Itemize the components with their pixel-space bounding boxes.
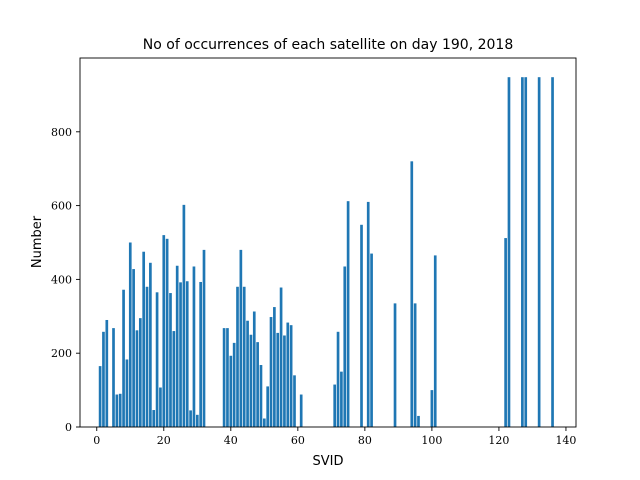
bar-svid-52 (269, 317, 273, 427)
bar-svid-53 (273, 307, 276, 427)
bar-svid-26 (182, 204, 186, 427)
bar-svid-16 (149, 262, 152, 427)
bar-svid-17 (152, 410, 156, 427)
bar-svid-81 (366, 201, 370, 427)
bar-svid-1 (98, 366, 102, 427)
bar-svid-42 (236, 286, 239, 427)
bar-svid-15 (145, 286, 149, 427)
bar-svid-89 (393, 303, 397, 427)
bar-svid-45 (246, 320, 249, 427)
bar-svid-136 (551, 77, 554, 427)
x-tick-label: 40 (224, 434, 238, 447)
bar-svid-50 (262, 418, 266, 427)
y-tick-label: 0 (65, 421, 72, 434)
bars-group (98, 77, 554, 427)
bar-svid-123 (507, 77, 511, 427)
bar-svid-82 (370, 253, 373, 427)
bar-svid-55 (279, 287, 283, 427)
bar-svid-74 (343, 266, 347, 427)
bar-svid-132 (537, 77, 541, 427)
bar-svid-128 (524, 77, 528, 427)
bar-svid-20 (162, 235, 166, 427)
bar-svid-23 (172, 331, 176, 427)
y-tick-label: 800 (51, 126, 72, 139)
bar-svid-2 (102, 331, 105, 427)
bar-svid-58 (289, 325, 293, 427)
bar-svid-122 (504, 238, 507, 427)
bar-svid-96 (417, 415, 420, 427)
bar-svid-5 (112, 328, 115, 427)
bar-svid-95 (413, 303, 417, 427)
y-tick-label: 600 (51, 200, 72, 213)
chart-title: No of occurrences of each satellite on d… (143, 37, 513, 53)
bar-svid-25 (179, 282, 182, 427)
bar-svid-59 (293, 375, 296, 427)
bar-svid-101 (433, 255, 437, 427)
bar-svid-75 (346, 201, 350, 427)
bar-svid-39 (226, 328, 229, 427)
bar-svid-79 (360, 224, 363, 427)
bar-svid-127 (521, 77, 524, 427)
bar-svid-21 (165, 238, 169, 427)
bar-svid-13 (138, 318, 142, 427)
bar-svid-43 (239, 249, 243, 427)
bar-svid-30 (195, 414, 199, 427)
x-tick-label: 20 (157, 434, 171, 447)
plot-frame (79, 57, 577, 428)
x-tick-label: 100 (421, 434, 442, 447)
x-axis: 0 20 40 60 80 100 120 140 (93, 427, 576, 447)
bar-svid-3 (105, 319, 109, 427)
bar-svid-18 (155, 292, 159, 427)
bar-svid-38 (222, 328, 226, 427)
bar-svid-24 (175, 265, 179, 427)
x-tick-label: 140 (555, 434, 576, 447)
bar-svid-71 (333, 384, 337, 427)
bar-svid-47 (252, 311, 256, 427)
bar-svid-32 (202, 249, 206, 427)
bar-svid-12 (135, 330, 139, 427)
bar-svid-61 (299, 394, 303, 427)
x-tick-label: 0 (93, 434, 100, 447)
bar-svid-94 (410, 161, 414, 427)
bar-svid-8 (122, 289, 125, 427)
bar-svid-57 (286, 322, 290, 427)
bar-svid-29 (192, 266, 196, 427)
bar-svid-56 (283, 335, 286, 427)
bar-svid-72 (336, 331, 340, 427)
x-tick-label: 120 (488, 434, 509, 447)
bar-svid-27 (185, 281, 189, 427)
bar-svid-14 (142, 251, 146, 427)
bar-svid-44 (242, 286, 246, 427)
x-tick-label: 60 (291, 434, 305, 447)
y-tick-label: 400 (51, 273, 72, 286)
bar-svid-22 (169, 293, 172, 427)
bar-svid-40 (229, 355, 233, 427)
bar-svid-31 (199, 281, 202, 427)
bar-svid-6 (115, 394, 119, 427)
bar-svid-54 (276, 332, 280, 427)
y-tick-label: 200 (51, 347, 72, 360)
bar-svid-7 (118, 393, 122, 427)
y-axis-label: Number (30, 215, 45, 268)
x-axis-label: SVID (313, 454, 344, 469)
x-tick-label: 80 (358, 434, 372, 447)
bar-svid-11 (132, 269, 135, 427)
bar-svid-46 (249, 334, 253, 427)
bar-svid-100 (430, 390, 434, 427)
bar-svid-49 (259, 365, 263, 427)
bar-svid-48 (256, 342, 259, 427)
y-axis: 0 200 400 600 800 (51, 126, 80, 434)
bar-svid-10 (128, 242, 132, 427)
bar-svid-73 (340, 371, 343, 427)
bar-svid-41 (232, 342, 236, 427)
bar-svid-19 (159, 387, 162, 427)
bar-svid-9 (125, 359, 129, 427)
bar-svid-51 (266, 386, 270, 427)
bar-svid-28 (189, 410, 192, 427)
